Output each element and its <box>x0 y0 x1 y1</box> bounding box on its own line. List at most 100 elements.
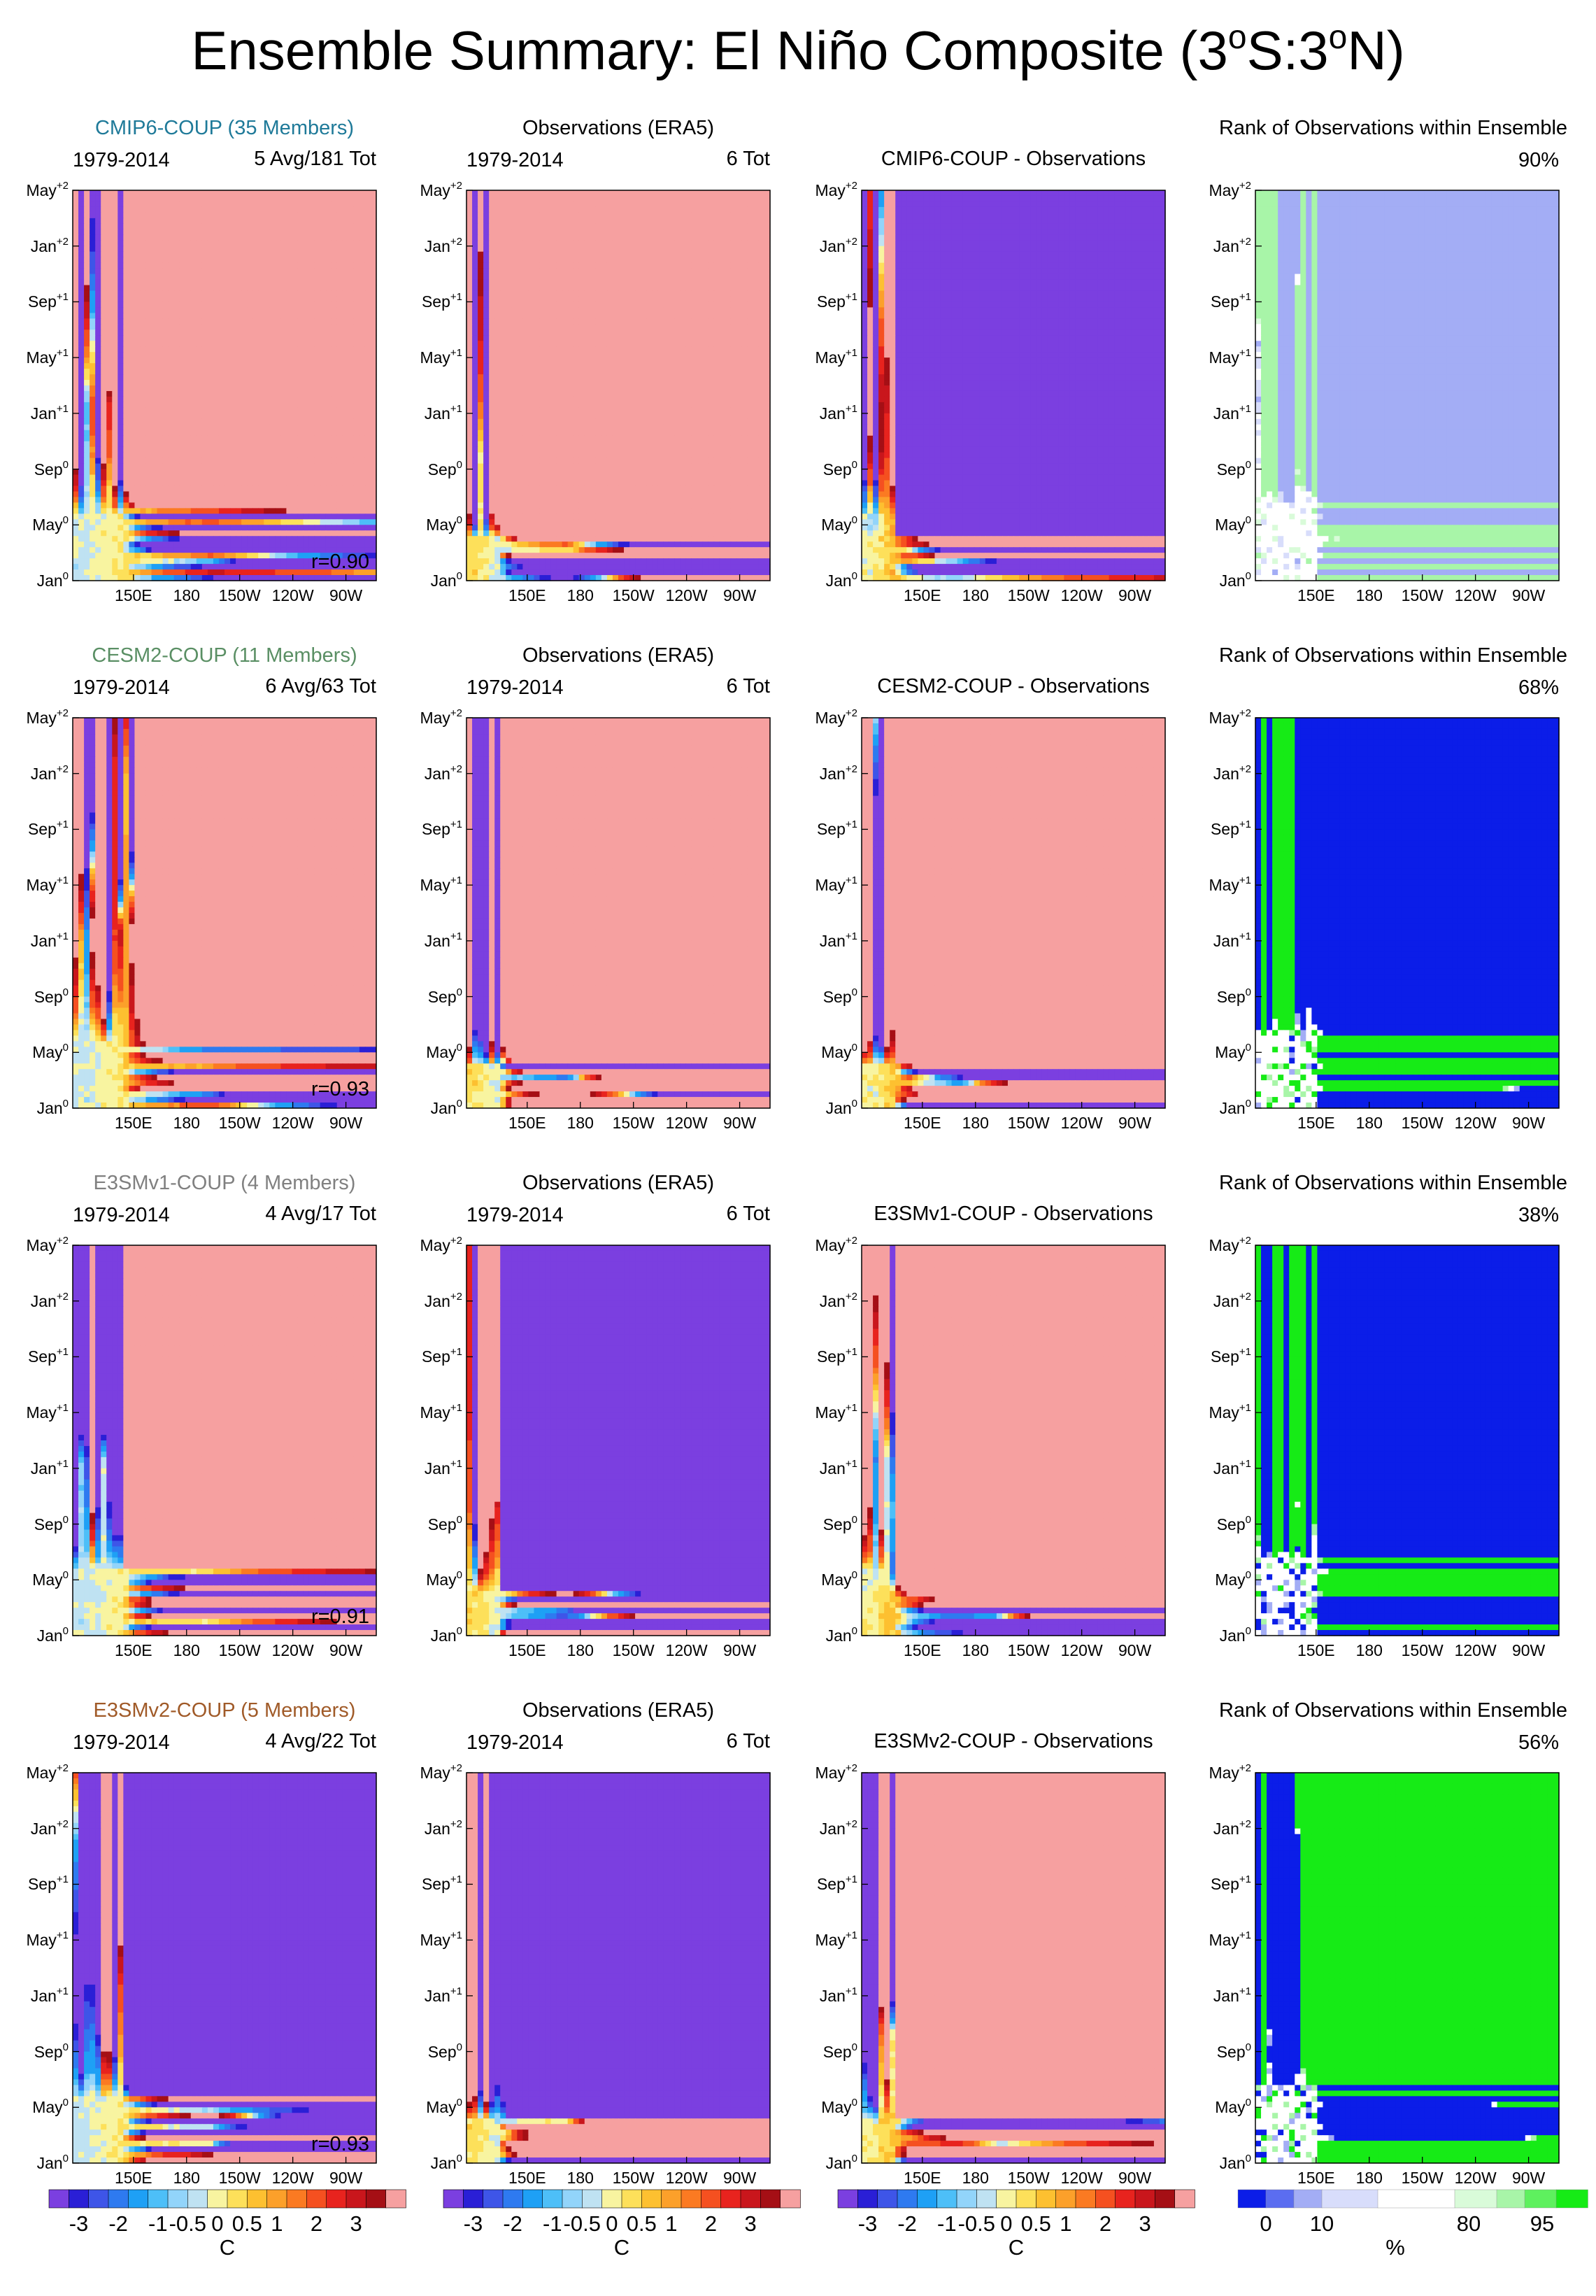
x-tick-label: 150W <box>606 586 662 604</box>
x-tick-label: 150W <box>212 2169 268 2187</box>
x-tick-label: 150W <box>1001 586 1057 604</box>
x-tick-label: 180 <box>553 2169 608 2187</box>
x-tick-label: 180 <box>948 586 1004 604</box>
x-tick-label: 90W <box>318 1114 374 1132</box>
y-tick-label: May0 <box>800 2098 857 2116</box>
y-tick-label: May+1 <box>1194 1403 1251 1422</box>
y-tick-label: Jan+1 <box>800 404 857 423</box>
x-tick-label: 180 <box>948 2169 1004 2187</box>
y-tick-label: Jan+2 <box>405 237 462 255</box>
y-tick-label: Jan0 <box>1194 2154 1251 2172</box>
y-tick-label: May0 <box>1194 1571 1251 1589</box>
y-tick-label: Jan+2 <box>1194 765 1251 783</box>
y-tick-label: Sep+1 <box>800 292 857 311</box>
y-tick-label: May+2 <box>11 1236 69 1254</box>
rank-panel-title: Rank of Observations within Ensemble <box>1199 116 1587 140</box>
obs-period-label: 1979-2014 <box>466 676 564 700</box>
y-tick-label: Sep0 <box>405 460 462 479</box>
model-period-label: 1979-2014 <box>73 1731 170 1755</box>
y-tick-label: May0 <box>11 2098 69 2116</box>
y-tick-label: Jan+2 <box>405 765 462 783</box>
y-tick-label: Jan+2 <box>11 1820 69 1838</box>
y-tick-label: Jan+2 <box>1194 1292 1251 1310</box>
y-tick-label: Jan+2 <box>800 1820 857 1838</box>
y-tick-label: May0 <box>405 1571 462 1589</box>
y-tick-label: Jan+1 <box>800 1459 857 1477</box>
x-tick-label: 90W <box>1107 586 1163 604</box>
y-tick-label: May+1 <box>405 348 462 367</box>
y-tick-label: Jan+1 <box>405 1987 462 2005</box>
rank-panel-title: Rank of Observations within Ensemble <box>1199 1699 1587 1722</box>
x-tick-label: 150W <box>1395 586 1451 604</box>
y-tick-label: May+2 <box>800 1236 857 1254</box>
model-count-label: 5 Avg/181 Tot <box>166 147 376 171</box>
y-tick-label: May+2 <box>1194 181 1251 199</box>
diff-panel-title: E3SMv1-COUP - Observations <box>834 1202 1193 1226</box>
x-tick-label: 120W <box>659 1114 715 1132</box>
diff-panel-title: CESM2-COUP - Observations <box>834 674 1193 698</box>
sst-colorbar <box>49 2190 406 2208</box>
y-tick-label: May+2 <box>800 181 857 199</box>
x-tick-label: 150E <box>499 586 555 604</box>
x-tick-label: 150W <box>1395 2169 1451 2187</box>
y-tick-label: May+1 <box>405 876 462 894</box>
y-tick-label: May+2 <box>405 1236 462 1254</box>
y-tick-label: May+1 <box>1194 348 1251 367</box>
y-tick-label: May+2 <box>1194 1764 1251 1782</box>
rank-percent-label: 56% <box>1419 1731 1559 1755</box>
y-tick-label: Jan+1 <box>800 932 857 950</box>
x-tick-label: 120W <box>265 2169 321 2187</box>
y-tick-label: May0 <box>800 516 857 534</box>
y-tick-label: May+2 <box>1194 1236 1251 1254</box>
x-tick-label: 90W <box>318 1641 374 1659</box>
pattern-correlation-label: r=0.93 <box>264 1077 369 1101</box>
y-tick-label: Jan+1 <box>405 932 462 950</box>
obs-period-label: 1979-2014 <box>466 1203 564 1227</box>
x-tick-label: 90W <box>712 2169 768 2187</box>
x-tick-label: 150W <box>1001 1641 1057 1659</box>
x-tick-label: 120W <box>265 586 321 604</box>
rank-panel <box>1255 717 1560 1109</box>
rank-colorbar <box>1238 2190 1588 2208</box>
x-tick-label: 180 <box>1341 2169 1397 2187</box>
y-tick-label: Sep0 <box>11 1515 69 1533</box>
diff-panel-title: CMIP6-COUP - Observations <box>834 147 1193 171</box>
sst-colorbar <box>443 2190 800 2208</box>
y-tick-label: Jan+1 <box>1194 404 1251 423</box>
x-tick-label: 150E <box>106 1641 162 1659</box>
y-tick-label: May+1 <box>11 348 69 367</box>
colorbar-unit-label: C <box>594 2236 650 2260</box>
x-tick-label: 150E <box>499 1114 555 1132</box>
y-tick-label: Sep0 <box>800 2043 857 2061</box>
x-tick-label: 90W <box>712 1114 768 1132</box>
y-tick-label: May+1 <box>405 1403 462 1422</box>
pattern-correlation-label: r=0.90 <box>264 550 369 574</box>
x-tick-label: 150E <box>106 1114 162 1132</box>
y-tick-label: Jan0 <box>405 1627 462 1645</box>
x-tick-label: 150E <box>895 1641 950 1659</box>
rank-colorbar-tick-label: 80 <box>1444 2212 1493 2236</box>
rank-panel-title: Rank of Observations within Ensemble <box>1199 644 1587 667</box>
y-tick-label: Sep+1 <box>405 292 462 311</box>
obs-panel-title: Observations (ERA5) <box>466 1171 770 1195</box>
x-tick-label: 150W <box>1395 1641 1451 1659</box>
y-tick-label: Jan+2 <box>11 765 69 783</box>
y-tick-label: Sep0 <box>1194 988 1251 1006</box>
x-tick-label: 180 <box>948 1641 1004 1659</box>
x-tick-label: 180 <box>1341 1114 1397 1132</box>
x-tick-label: 150W <box>212 1641 268 1659</box>
y-tick-label: May+2 <box>800 1764 857 1782</box>
y-tick-label: Jan0 <box>11 2154 69 2172</box>
obs-panel <box>466 1772 771 2164</box>
diff-panel <box>861 190 1166 581</box>
obs-panel-title: Observations (ERA5) <box>466 644 770 667</box>
y-tick-label: Sep0 <box>800 460 857 479</box>
obs-panel <box>466 717 771 1109</box>
x-tick-label: 120W <box>1054 2169 1110 2187</box>
y-tick-label: Jan+2 <box>800 765 857 783</box>
y-tick-label: May+1 <box>800 1403 857 1422</box>
x-tick-label: 120W <box>1448 1114 1504 1132</box>
obs-count-label: 6 Tot <box>560 147 770 171</box>
y-tick-label: Jan0 <box>800 2154 857 2172</box>
colorbar-tick-label: 3 <box>332 2212 380 2236</box>
